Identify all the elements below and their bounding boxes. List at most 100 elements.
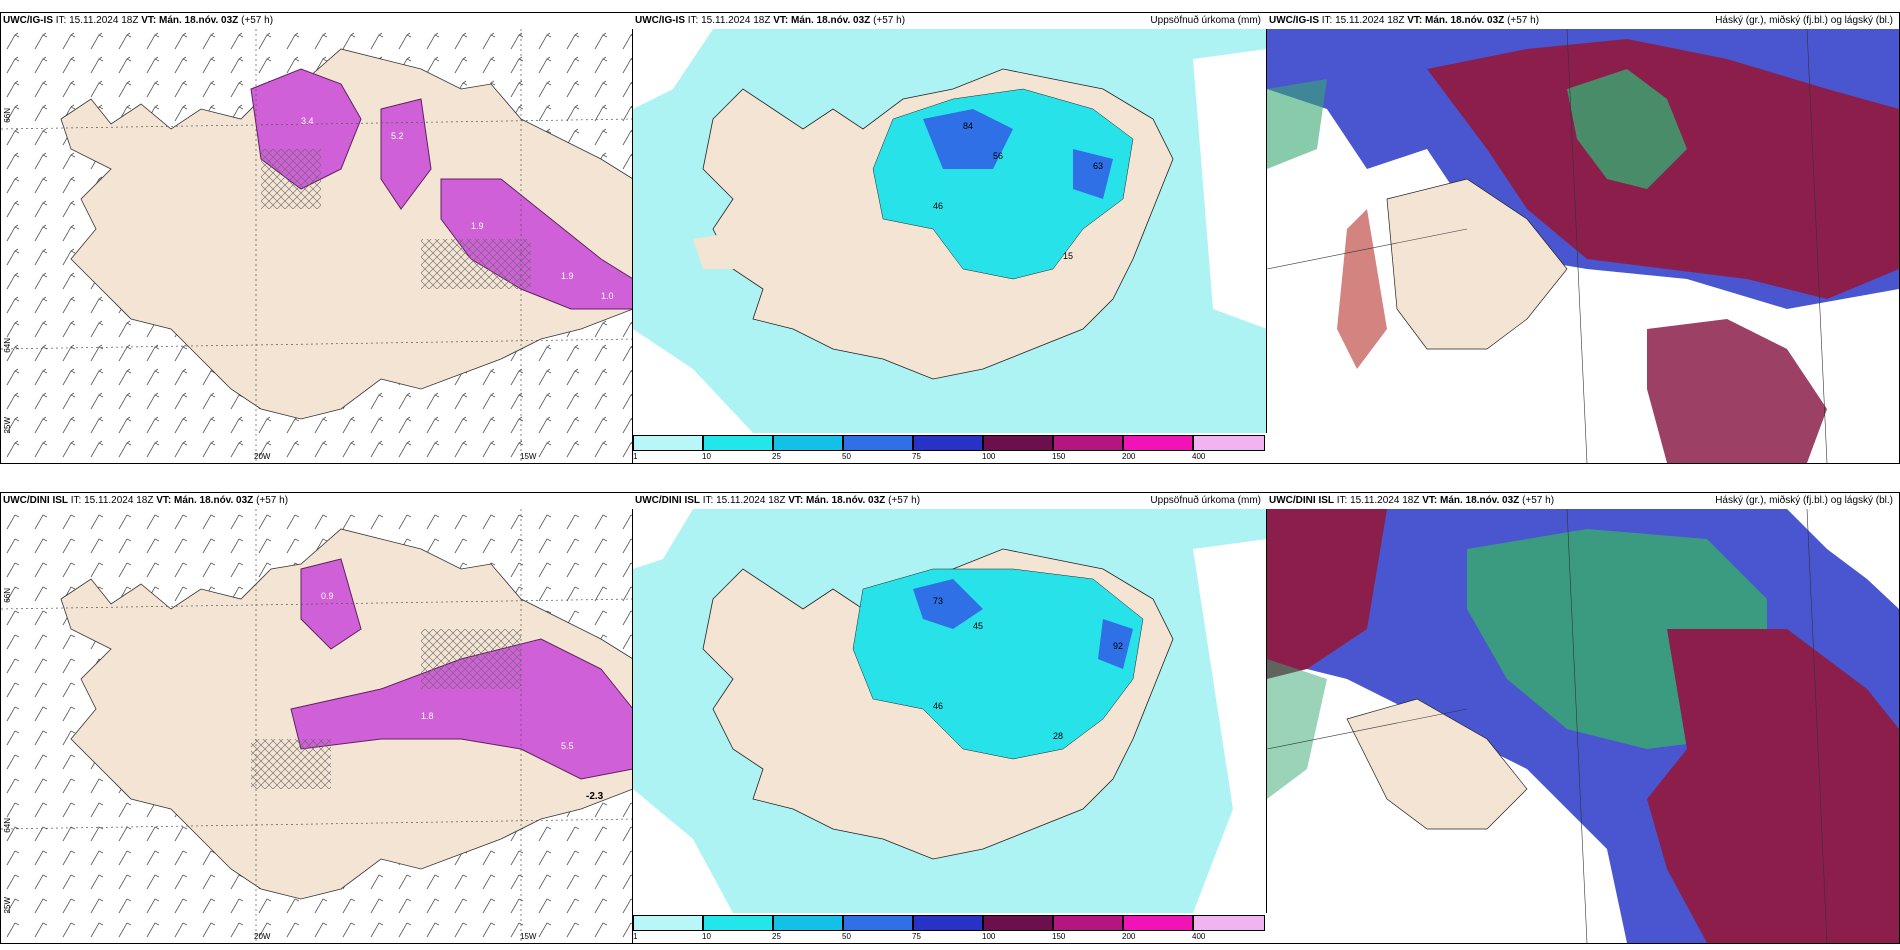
colorbar-tick: 200	[1122, 452, 1136, 461]
snow-value: 1.0	[601, 291, 614, 301]
colorbar-tick: 400	[1192, 932, 1206, 941]
precip-map: 84 56 63 46 15	[633, 29, 1267, 433]
colorbar-tick: 150	[1052, 932, 1066, 941]
snow-panel-bottom: UWC/DINI ISL IT: 15.11.2024 18Z VT: Mán.…	[0, 492, 634, 944]
lead-time: (+57 h)	[873, 15, 906, 26]
lead-time: (+57 h)	[1522, 495, 1555, 506]
model-name: UWC/DINI ISL	[3, 495, 68, 506]
colorbar-tick: 100	[982, 452, 996, 461]
model-name: UWC/IG-IS	[635, 15, 685, 26]
init-time: IT: 15.11.2024 18Z	[70, 495, 154, 506]
snow-value: 5.5	[561, 741, 574, 751]
snow-value: 3.4	[301, 116, 314, 126]
colorbar-swatch	[1193, 915, 1265, 931]
panel-title: UWC/DINI ISL IT: 15.11.2024 18Z VT: Mán.…	[1, 493, 633, 509]
colorbar-tick: 25	[772, 452, 781, 461]
precip-value: 73	[933, 596, 943, 606]
cloud-panel-top: UWC/IG-IS IT: 15.11.2024 18Z VT: Mán. 18…	[1266, 12, 1900, 464]
colorbar-swatch	[1053, 435, 1123, 451]
snow-value: 1.9	[471, 221, 484, 231]
colorbar-swatch	[1053, 915, 1123, 931]
colorbar: 1 10 25 50 75 100 150 200 400	[633, 433, 1267, 463]
lon-label: 20W	[254, 452, 271, 461]
precip-value: 46	[933, 701, 943, 711]
lat-label: 66N	[3, 108, 12, 123]
init-time: IT: 15.11.2024 18Z	[1336, 495, 1420, 506]
lon-label: 15W	[520, 932, 537, 941]
colorbar-tick: 75	[912, 452, 921, 461]
panel-title: UWC/IG-IS IT: 15.11.2024 18Z VT: Mán. 18…	[1267, 13, 1899, 29]
colorbar-tick: 400	[1192, 452, 1206, 461]
precip-value: 15	[1063, 251, 1073, 261]
cloud-map	[1267, 509, 1899, 943]
snow-value: -2.3	[586, 791, 604, 802]
colorbar-tick: 150	[1052, 452, 1066, 461]
colorbar-swatch	[983, 435, 1053, 451]
colorbar-swatch	[703, 915, 773, 931]
lat-label: 64N	[3, 818, 12, 833]
colorbar-swatch	[913, 915, 983, 931]
colorbar-tick: 50	[842, 452, 851, 461]
init-time: IT: 15.11.2024 18Z	[55, 15, 139, 26]
colorbar-tick: 200	[1122, 932, 1136, 941]
valid-time: VT: Mán. 18.nóv. 03Z	[1422, 495, 1520, 506]
colorbar-swatch	[633, 435, 703, 451]
cloud-title: Háský (gr.), miðský (fj.bl.) og lágský (…	[1715, 495, 1893, 506]
panel-title: UWC/IG-IS IT: 15.11.2024 18Z VT: Mán. 18…	[1, 13, 633, 29]
colorbar-swatch	[843, 435, 913, 451]
colorbar-tick: 10	[702, 932, 711, 941]
colorbar-swatch	[703, 435, 773, 451]
panel-title: UWC/IG-IS IT: 15.11.2024 18Z VT: Mán. 18…	[633, 13, 1267, 29]
init-time: IT: 15.11.2024 18Z	[702, 495, 786, 506]
snow-value: 1.9	[561, 271, 574, 281]
precip-value: 28	[1053, 731, 1063, 741]
model-name: UWC/IG-IS	[3, 15, 53, 26]
snow-value: 5.2	[391, 131, 404, 141]
cloud-title: Háský (gr.), miðský (fj.bl.) og lágský (…	[1715, 15, 1893, 26]
lon-label: 25W	[3, 416, 12, 433]
colorbar-tick: 75	[912, 932, 921, 941]
lead-time: (+57 h)	[256, 495, 289, 506]
panel-title: UWC/DINI ISL IT: 15.11.2024 18Z VT: Mán.…	[633, 493, 1267, 509]
snow-map: 0.9 1.8 5.5 -2.3	[1, 509, 633, 943]
precip-title: Uppsöfnuð úrkoma (mm)	[1150, 15, 1261, 26]
panel-title: UWC/DINI ISL IT: 15.11.2024 18Z VT: Mán.…	[1267, 493, 1899, 509]
init-time: IT: 15.11.2024 18Z	[1321, 15, 1405, 26]
precip-value: 56	[993, 151, 1003, 161]
lead-time: (+57 h)	[888, 495, 921, 506]
colorbar-swatch	[773, 435, 843, 451]
precip-value: 84	[963, 121, 973, 131]
valid-time: VT: Mán. 18.nóv. 03Z	[156, 495, 254, 506]
colorbar-swatch	[983, 915, 1053, 931]
precip-panel-top: UWC/IG-IS IT: 15.11.2024 18Z VT: Mán. 18…	[632, 12, 1268, 464]
colorbar-swatch	[913, 435, 983, 451]
init-time: IT: 15.11.2024 18Z	[687, 15, 771, 26]
colorbar-tick: 1	[633, 452, 638, 461]
valid-time: VT: Mán. 18.nóv. 03Z	[788, 495, 886, 506]
colorbar-tick: 25	[772, 932, 781, 941]
cloud-map	[1267, 29, 1899, 463]
cloud-panel-bottom: UWC/DINI ISL IT: 15.11.2024 18Z VT: Mán.…	[1266, 492, 1900, 944]
colorbar: 1 10 25 50 75 100 150 200 400	[633, 913, 1267, 943]
colorbar-swatch	[773, 915, 843, 931]
colorbar-swatch	[633, 915, 703, 931]
lat-label: 64N	[3, 338, 12, 353]
colorbar-tick: 100	[982, 932, 996, 941]
lat-label: 66N	[3, 588, 12, 603]
snow-map: 3.4 5.2 1.9 1.9 1.0	[1, 29, 633, 463]
model-name: UWC/DINI ISL	[635, 495, 700, 506]
model-name: UWC/DINI ISL	[1269, 495, 1334, 506]
precip-map: 73 45 92 46 28	[633, 509, 1267, 913]
colorbar-tick: 10	[702, 452, 711, 461]
precip-value: 45	[973, 621, 983, 631]
colorbar-swatch	[1123, 915, 1193, 931]
colorbar-tick: 1	[633, 932, 638, 941]
colorbar-tick: 50	[842, 932, 851, 941]
precip-value: 46	[933, 201, 943, 211]
lon-label: 20W	[254, 932, 271, 941]
valid-time: VT: Mán. 18.nóv. 03Z	[773, 15, 871, 26]
colorbar-swatch	[843, 915, 913, 931]
precip-panel-bottom: UWC/DINI ISL IT: 15.11.2024 18Z VT: Mán.…	[632, 492, 1268, 944]
lon-label: 25W	[3, 896, 12, 913]
snow-value: 0.9	[321, 591, 334, 601]
